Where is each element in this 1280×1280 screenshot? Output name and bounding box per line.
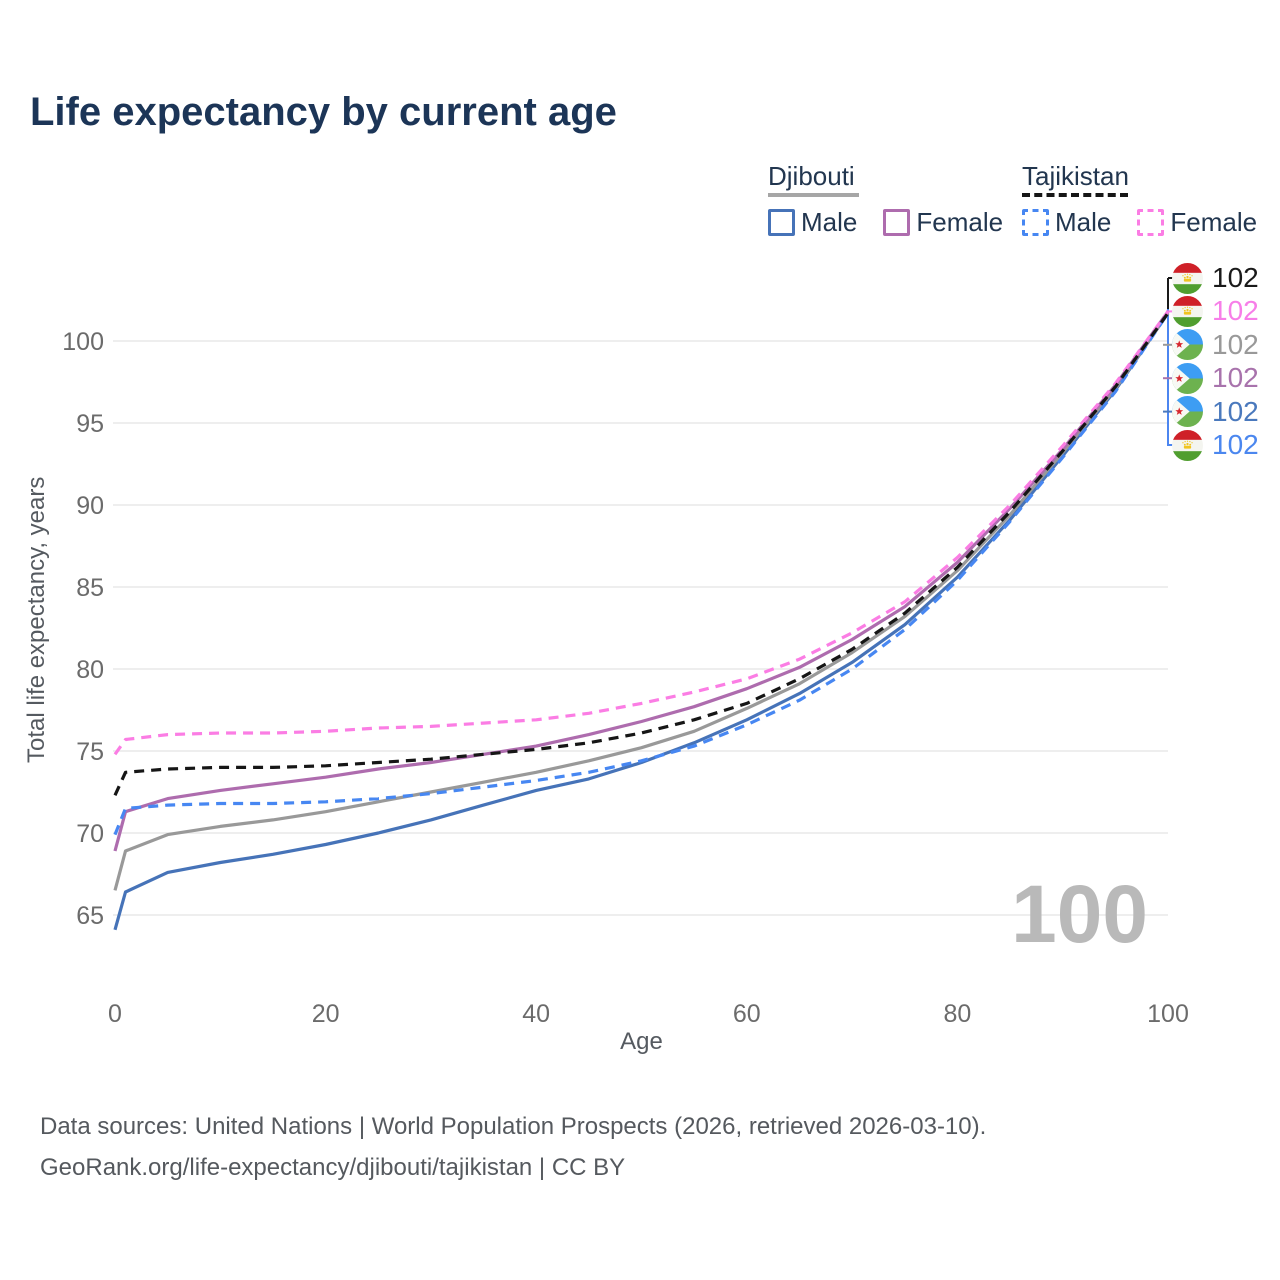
legend-group-tajikistan: Tajikistan Male Female: [1022, 162, 1257, 238]
flag-tajikistan-icon: [1172, 262, 1203, 294]
swatch-djibouti-male-icon: [768, 209, 795, 236]
age-counter-watermark: 100: [1011, 869, 1148, 960]
series-line-djibouti-female: [113, 310, 1170, 852]
y-axis-title: Total life expectancy, years: [23, 476, 50, 764]
end-label-value: 102: [1212, 295, 1259, 327]
y-tick-label-85: 85: [76, 574, 104, 602]
legend-label-female: Female: [916, 207, 1004, 237]
series-line-tajikistan-female: [113, 310, 1170, 756]
legend-country-djibouti[interactable]: Djibouti: [768, 161, 855, 191]
end-label-value: 102: [1212, 362, 1259, 394]
legend-item-tajikistan-female[interactable]: Female: [1137, 207, 1257, 238]
series-line-djibouti-both-sexes: [113, 312, 1170, 891]
swatch-tajikistan-female-icon: [1137, 209, 1165, 236]
x-tick-label-0: 0: [108, 1000, 122, 1028]
end-label-tajikistan-both-sexes: 102: [1172, 262, 1259, 294]
end-label-djibouti-both-sexes: 102: [1172, 329, 1259, 361]
legend-item-djibouti-male[interactable]: Male: [768, 207, 857, 238]
end-label-value: 102: [1212, 429, 1259, 460]
swatch-tajikistan-male-icon: [1022, 209, 1049, 236]
end-label-djibouti-male: 102: [1172, 396, 1259, 428]
flag-tajikistan-icon: [1172, 429, 1203, 461]
end-label-value: 102: [1212, 262, 1259, 293]
x-tick-label-20: 20: [312, 1000, 340, 1028]
x-tick-label-100: 100: [1147, 1000, 1189, 1028]
y-tick-label-65: 65: [76, 902, 104, 930]
series-line-tajikistan-male: [113, 312, 1170, 836]
page-title: Life expectancy by current age: [30, 90, 617, 134]
legend-group-djibouti: Djibouti Male Female: [768, 162, 1003, 238]
end-label-value: 102: [1212, 328, 1259, 360]
y-tick-label-95: 95: [76, 410, 104, 438]
y-tick-label-80: 80: [76, 656, 104, 684]
x-tick-label-60: 60: [733, 1000, 761, 1028]
legend-item-tajikistan-male[interactable]: Male: [1022, 207, 1111, 238]
flag-djibouti-icon: [1172, 396, 1203, 428]
y-tick-label-100: 100: [62, 328, 104, 356]
legend-label-male: Male: [801, 207, 858, 237]
legend-item-djibouti-female[interactable]: Female: [883, 207, 1003, 238]
legend-label-female: Female: [1170, 207, 1258, 237]
legend-underline-djibouti: [768, 193, 859, 197]
x-tick-label-80: 80: [943, 1000, 971, 1028]
end-label-tajikistan-female: 102: [1172, 295, 1259, 327]
footer: Data sources: United Nations | World Pop…: [40, 1106, 986, 1188]
flag-tajikistan-icon: [1172, 295, 1203, 327]
series-line-djibouti-male: [113, 312, 1170, 931]
end-label-djibouti-female: 102: [1172, 362, 1259, 394]
swatch-djibouti-female-icon: [883, 209, 911, 236]
legend-country-tajikistan[interactable]: Tajikistan: [1022, 161, 1129, 191]
y-tick-label-70: 70: [76, 820, 104, 848]
footer-url-line: GeoRank.org/life-expectancy/djibouti/taj…: [40, 1154, 626, 1181]
series-line-tajikistan-both-sexes: [113, 312, 1170, 796]
end-label-tajikistan-male: 102: [1172, 429, 1259, 461]
y-tick-label-90: 90: [76, 492, 104, 520]
flag-djibouti-icon: [1172, 329, 1203, 361]
flag-djibouti-icon: [1172, 362, 1203, 394]
legend-label-male: Male: [1055, 207, 1112, 237]
x-tick-label-40: 40: [522, 1000, 550, 1028]
legend-underline-tajikistan: [1022, 193, 1128, 197]
footer-source-line: Data sources: United Nations | World Pop…: [40, 1113, 987, 1140]
end-label-value: 102: [1212, 395, 1259, 427]
x-axis-title: Age: [620, 1028, 663, 1055]
y-tick-label-75: 75: [76, 738, 104, 766]
